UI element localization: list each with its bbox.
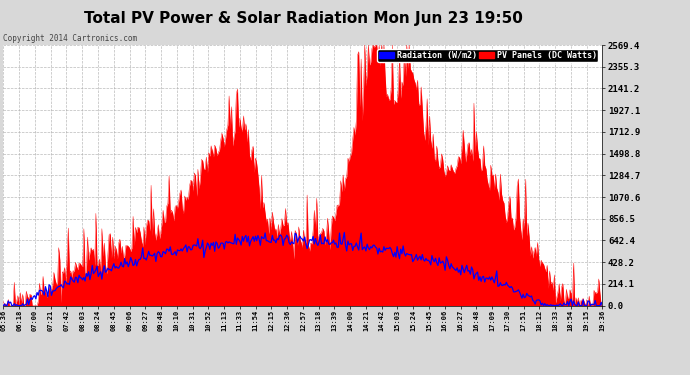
Text: Total PV Power & Solar Radiation Mon Jun 23 19:50: Total PV Power & Solar Radiation Mon Jun… (84, 11, 523, 26)
Legend: Radiation (W/m2), PV Panels (DC Watts): Radiation (W/m2), PV Panels (DC Watts) (377, 49, 598, 62)
Text: Copyright 2014 Cartronics.com: Copyright 2014 Cartronics.com (3, 34, 137, 43)
